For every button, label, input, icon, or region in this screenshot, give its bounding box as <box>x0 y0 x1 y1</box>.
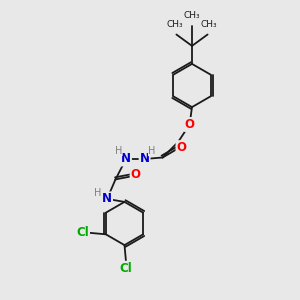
Text: Cl: Cl <box>76 226 89 239</box>
Text: H: H <box>148 146 156 156</box>
Text: N: N <box>102 192 112 206</box>
Text: N: N <box>140 152 150 166</box>
Text: H: H <box>115 146 122 156</box>
Text: CH₃: CH₃ <box>167 20 183 29</box>
Text: CH₃: CH₃ <box>184 11 200 20</box>
Text: N: N <box>121 152 131 166</box>
Text: H: H <box>94 188 102 199</box>
Text: O: O <box>184 118 195 131</box>
Text: O: O <box>176 141 187 154</box>
Text: O: O <box>130 168 141 182</box>
Text: Cl: Cl <box>120 262 132 275</box>
Text: CH₃: CH₃ <box>201 20 218 29</box>
